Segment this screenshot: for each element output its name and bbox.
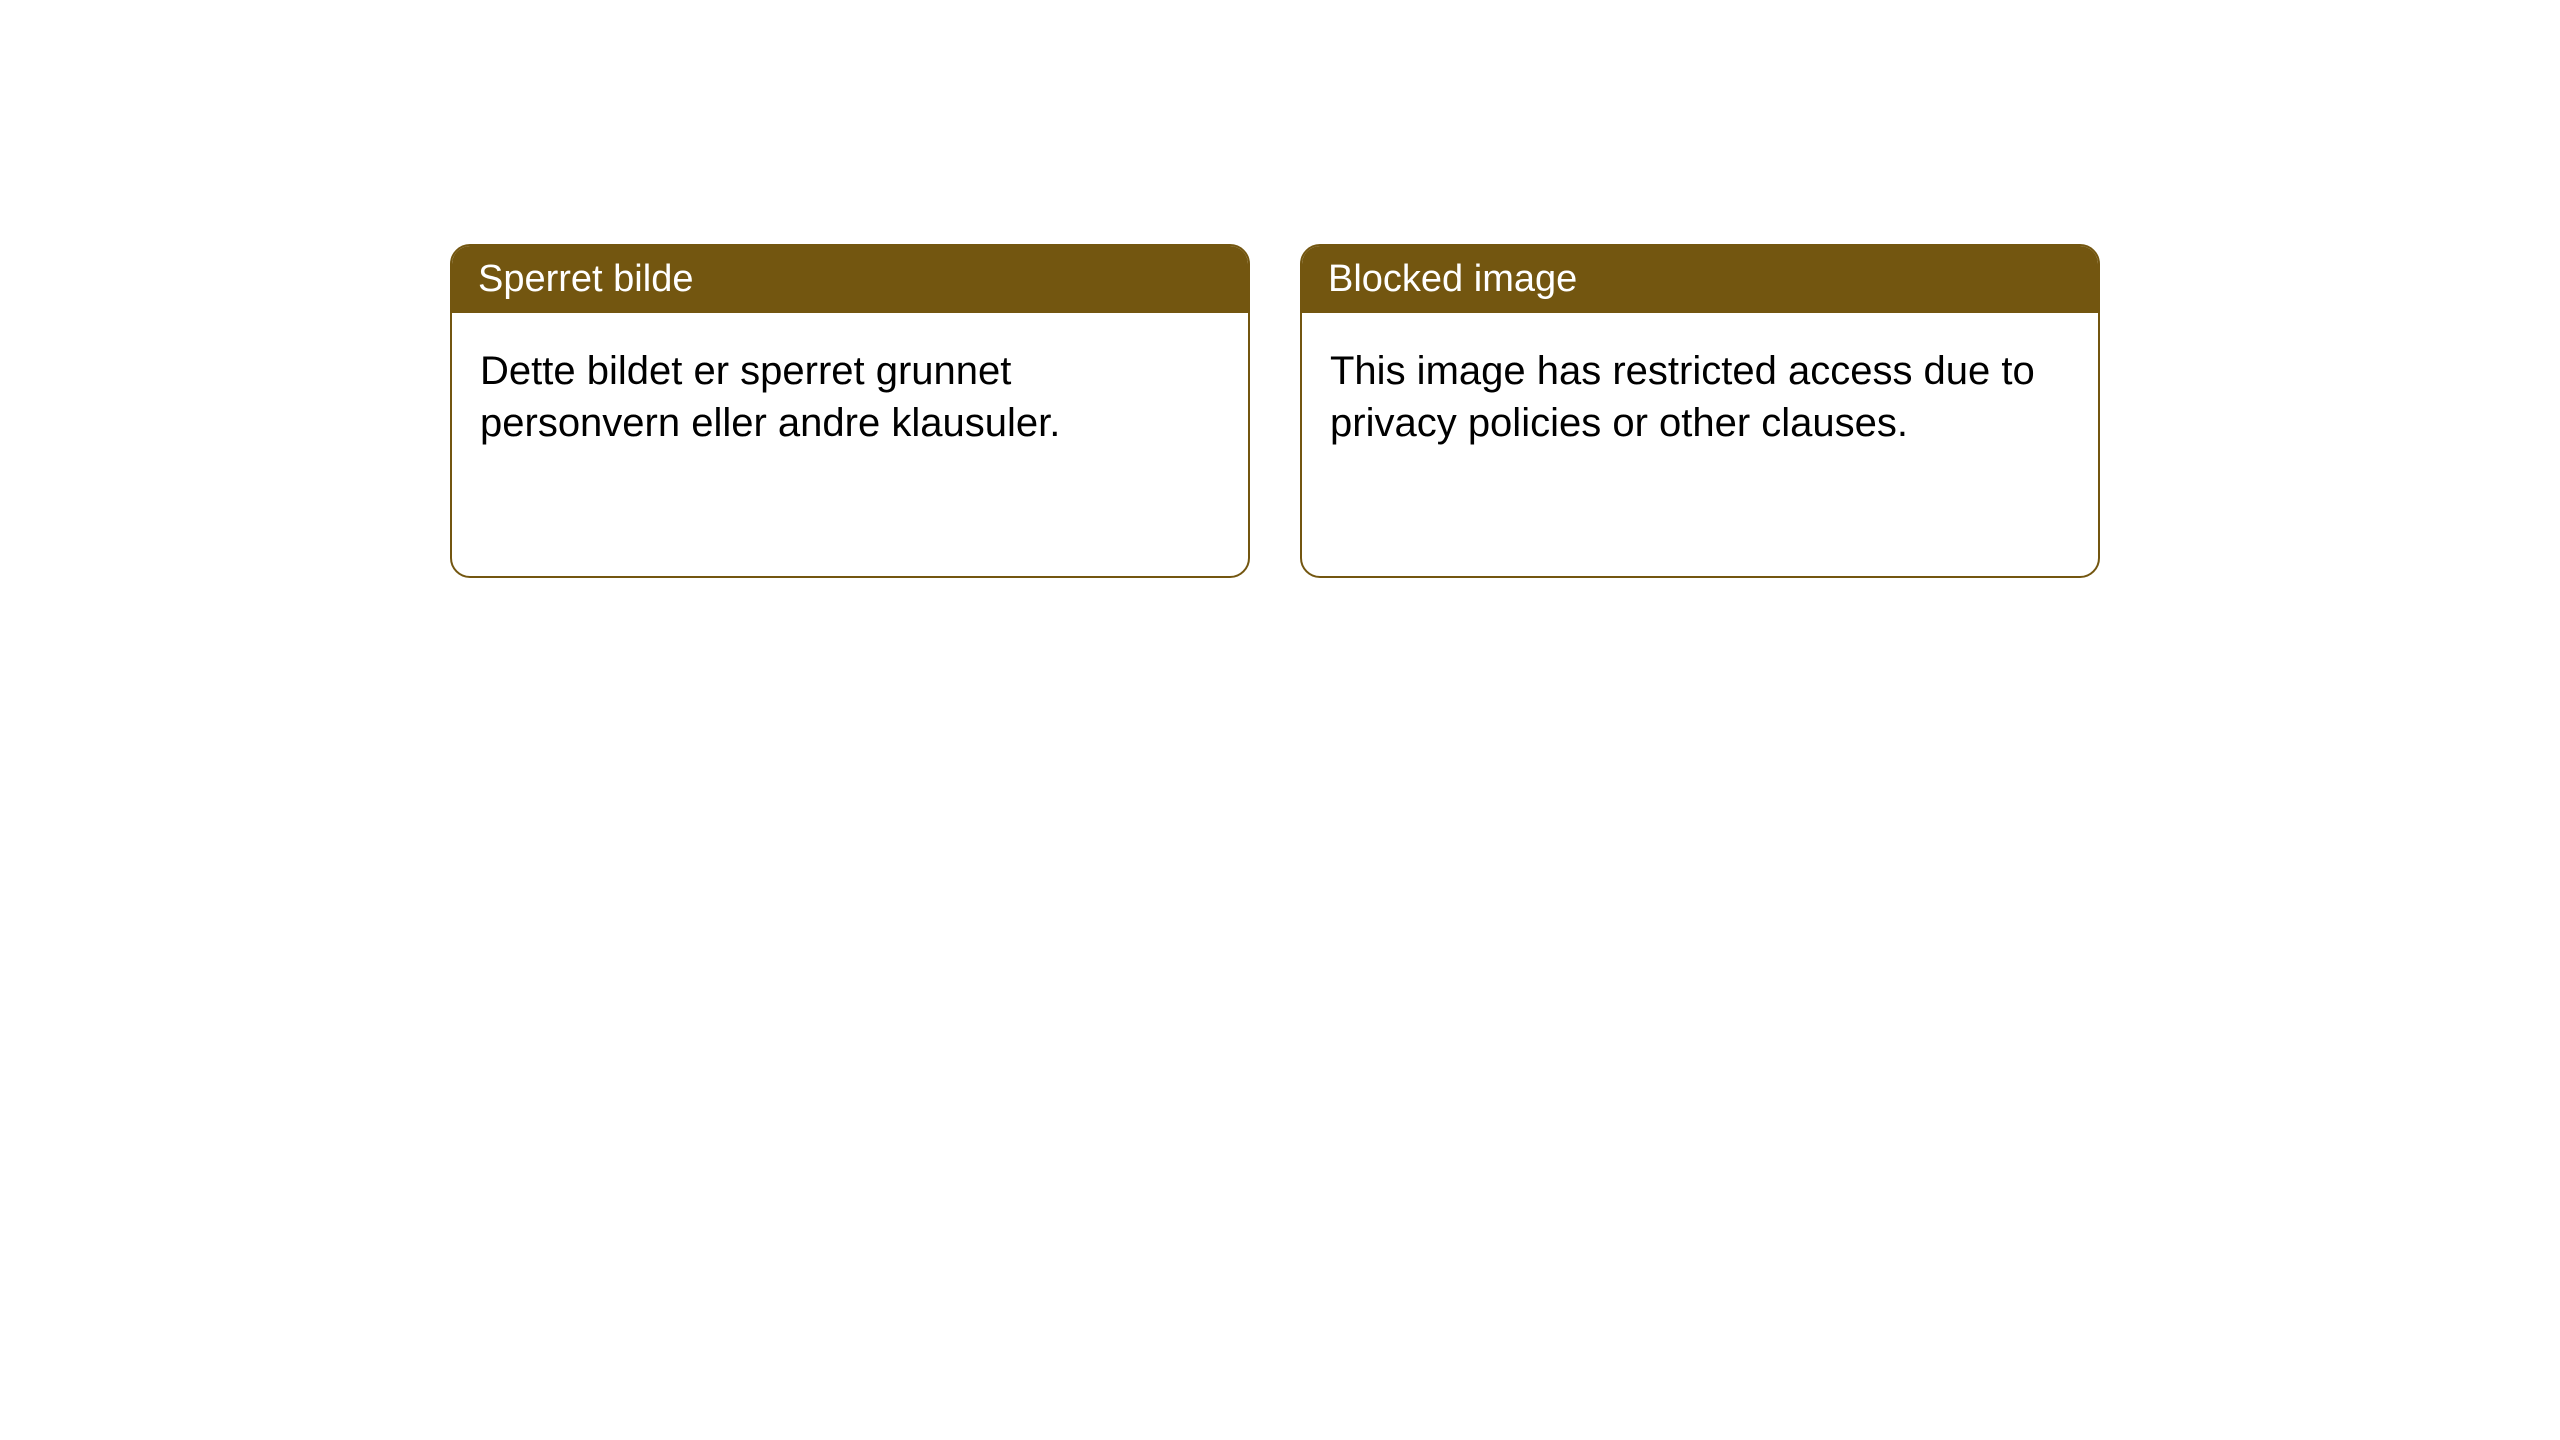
card-header: Sperret bilde [452, 246, 1248, 313]
card-body: Dette bildet er sperret grunnet personve… [452, 313, 1248, 481]
notice-card-norwegian: Sperret bilde Dette bildet er sperret gr… [450, 244, 1250, 578]
card-header: Blocked image [1302, 246, 2098, 313]
card-body: This image has restricted access due to … [1302, 313, 2098, 481]
notice-card-english: Blocked image This image has restricted … [1300, 244, 2100, 578]
notice-cards-container: Sperret bilde Dette bildet er sperret gr… [0, 0, 2560, 578]
